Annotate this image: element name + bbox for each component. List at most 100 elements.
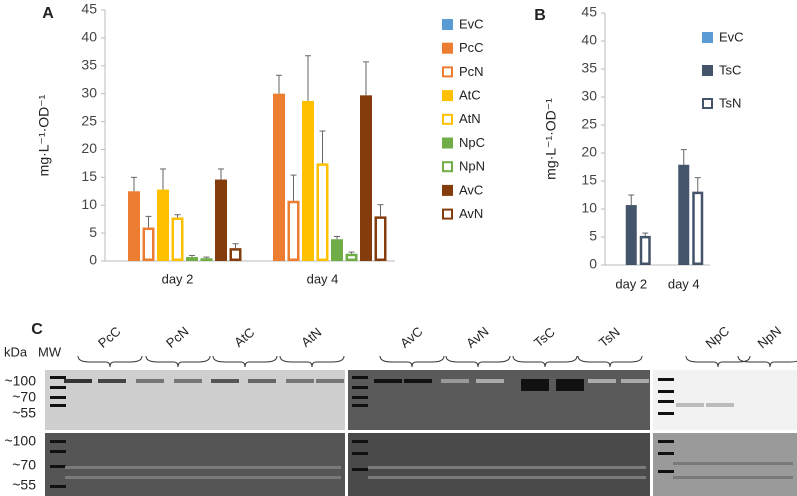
- error-bar: [145, 215, 152, 228]
- lane-brace: [577, 355, 643, 368]
- ladder-band: [658, 452, 674, 455]
- ladder-band: [50, 376, 66, 379]
- x-tick-label: day 2: [615, 276, 647, 291]
- lane-label: PcC: [95, 324, 123, 351]
- ladder-band: [658, 400, 674, 403]
- y-tick-label: 5: [589, 228, 597, 244]
- error-bar: [131, 176, 137, 192]
- error-bar: [334, 235, 340, 240]
- legend-label: AvC: [459, 182, 483, 197]
- lane-label: NpC: [703, 323, 733, 351]
- error-bar: [232, 243, 239, 249]
- marker-label: ~100: [4, 433, 36, 449]
- stain-band: [65, 476, 341, 479]
- bar: [625, 205, 637, 265]
- y-tick-label: 10: [81, 196, 97, 212]
- legend-label: TsN: [719, 95, 741, 110]
- ladder-band: [50, 386, 66, 389]
- legend-swatch: [442, 184, 453, 196]
- band: [248, 379, 276, 383]
- ladder-band: [352, 440, 368, 443]
- bar: [331, 239, 343, 261]
- bar: [316, 163, 329, 261]
- bar: [287, 200, 300, 261]
- legend-swatch: [442, 19, 453, 30]
- y-tick-label: 45: [581, 4, 597, 20]
- legend-label: NpC: [459, 135, 485, 150]
- lane-brace: [685, 355, 751, 368]
- legend-label: AvN: [459, 206, 483, 221]
- ladder-band: [50, 465, 66, 468]
- ladder-band: [658, 470, 674, 473]
- western-blot: [45, 370, 797, 496]
- y-tick-label: 45: [81, 1, 97, 17]
- blot-strip: [45, 433, 345, 496]
- band: [588, 379, 616, 383]
- ladder-band: [50, 450, 66, 453]
- bar: [215, 179, 227, 261]
- band: [556, 379, 584, 391]
- legend-label: NpN: [459, 159, 485, 174]
- x-tick-label: day 4: [307, 271, 339, 286]
- legend-label: EvC: [459, 16, 484, 31]
- lane-brace: [212, 355, 278, 368]
- y-axis-label: mg·L⁻¹·OD⁻¹: [36, 94, 52, 176]
- ladder-band: [658, 440, 674, 443]
- lane-brace: [77, 355, 143, 368]
- error-bar: [348, 251, 355, 254]
- bar: [273, 93, 285, 262]
- error-bar: [305, 55, 311, 101]
- lane-label: NpN: [755, 323, 785, 351]
- ladder-band: [658, 412, 674, 415]
- legend-swatch: [442, 161, 453, 173]
- ladder-band: [352, 404, 368, 407]
- band: [706, 403, 734, 407]
- band: [676, 403, 704, 407]
- ladder-band: [50, 396, 66, 399]
- error-bar: [203, 256, 210, 259]
- x-tick-label: day 4: [668, 276, 700, 291]
- lane-brace: [379, 355, 445, 368]
- lane-brace: [737, 355, 797, 368]
- stain-band: [65, 466, 341, 469]
- legend-swatch: [442, 137, 453, 149]
- error-bar: [160, 168, 166, 190]
- bar: [678, 164, 690, 265]
- bar: [345, 253, 358, 261]
- band: [286, 379, 314, 383]
- legend-swatch: [442, 208, 453, 220]
- y-tick-label: 25: [581, 116, 597, 132]
- marker-label: ~70: [12, 389, 36, 405]
- band: [98, 379, 126, 383]
- legend-label: AtC: [459, 88, 481, 103]
- legend-swatch: [702, 65, 713, 76]
- y-tick-label: 40: [81, 29, 97, 45]
- lane-brace: [512, 355, 578, 368]
- legend-swatch: [442, 66, 453, 78]
- band: [136, 379, 164, 383]
- bar: [186, 257, 198, 261]
- stain-band: [368, 476, 646, 479]
- lane-label: TsN: [596, 324, 623, 350]
- band: [521, 379, 549, 391]
- y-tick-label: 10: [581, 200, 597, 216]
- legend-swatch: [702, 98, 713, 109]
- band: [174, 379, 202, 383]
- marker-label: ~70: [12, 457, 36, 473]
- error-bar: [377, 204, 384, 217]
- ladder-band: [352, 452, 368, 455]
- ladder-band: [352, 468, 368, 471]
- lane-brace: [145, 355, 211, 368]
- bar: [229, 248, 242, 262]
- error-bar: [319, 130, 326, 164]
- y-tick-label: 15: [581, 172, 597, 188]
- marker-label: ~100: [4, 373, 36, 389]
- band: [441, 379, 469, 383]
- band: [404, 379, 432, 383]
- legend-label: PcC: [459, 40, 484, 55]
- error-bar: [642, 232, 649, 236]
- stain-band: [368, 466, 646, 469]
- y-axis-label: mg·L⁻¹·OD⁻¹: [543, 98, 559, 180]
- ladder-band: [658, 378, 674, 381]
